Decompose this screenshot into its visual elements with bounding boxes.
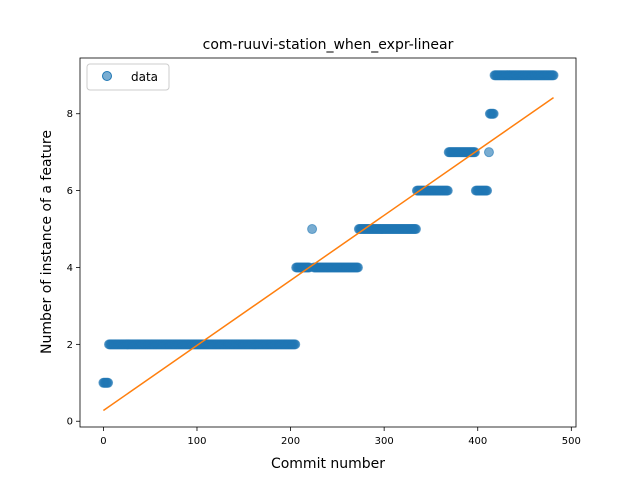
data-point (482, 185, 493, 196)
fit-line-layer (102, 96, 554, 412)
data-point (290, 339, 301, 350)
data-point (548, 70, 559, 81)
data-point (488, 108, 499, 119)
fit-line (102, 96, 554, 412)
x-tick-label: 500 (562, 436, 581, 447)
data-point (442, 185, 453, 196)
x-tick-label: 100 (187, 436, 206, 447)
data-point (483, 147, 494, 158)
data-point (103, 377, 114, 388)
plot-frame (79, 57, 577, 428)
x-tick-label: 400 (468, 436, 487, 447)
y-tick-label: 6 (67, 186, 73, 197)
legend: data (86, 63, 170, 91)
y-axis-label: Number of instance of a feature (39, 130, 55, 354)
y-axis-ticks: 0 2 4 6 8 (67, 109, 80, 428)
legend-marker (102, 71, 112, 81)
x-axis-label: Commit number (271, 456, 385, 472)
data-point (352, 262, 363, 273)
y-tick-label: 0 (67, 417, 73, 428)
chart-title: com-ruuvi-station_when_expr-linear (203, 37, 454, 53)
y-tick-label: 4 (67, 263, 73, 274)
x-axis-ticks: 0 100 200 300 400 500 (100, 427, 581, 447)
data-point (410, 224, 421, 235)
legend-box (86, 63, 170, 91)
x-tick-label: 0 (100, 436, 106, 447)
data-points (98, 70, 559, 388)
x-tick-label: 300 (375, 436, 394, 447)
x-tick-label: 200 (281, 436, 300, 447)
y-tick-label: 8 (67, 109, 73, 120)
legend-label-data: data (131, 70, 158, 84)
y-tick-label: 2 (67, 340, 73, 351)
data-point (307, 224, 318, 235)
